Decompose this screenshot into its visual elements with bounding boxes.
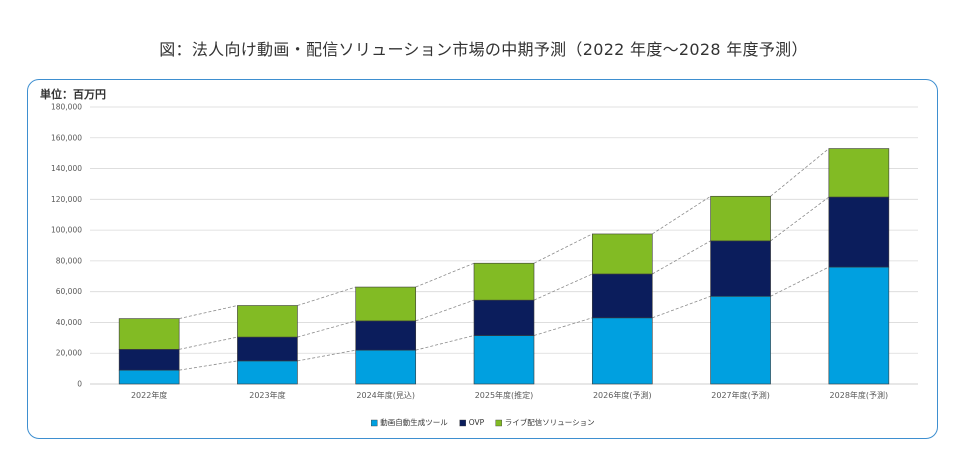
y-tick-label: 180,000	[51, 103, 82, 112]
legend-swatch	[495, 419, 502, 427]
bar-segment	[591, 233, 653, 275]
x-tick-label: 2028年度(予測)	[830, 390, 889, 400]
series-connector-line	[533, 233, 593, 264]
series-connector-line	[415, 335, 475, 351]
y-tick-label: 40,000	[56, 318, 82, 327]
bar-segment	[828, 266, 890, 385]
legend-label: 動画自動生成ツール	[380, 417, 448, 427]
y-tick-label: 60,000	[56, 287, 82, 296]
y-tick-label: 0	[77, 380, 82, 389]
series-connector-line	[415, 299, 475, 322]
series-connector-line	[770, 196, 830, 242]
bar-segment	[828, 148, 890, 198]
bar-segment	[710, 195, 771, 242]
series-connector-line	[533, 273, 593, 301]
bar-segment	[237, 305, 298, 338]
bar-segment	[355, 349, 417, 385]
series-connector-line	[179, 336, 238, 350]
y-tick-label: 140,000	[51, 164, 82, 173]
bar-segment	[355, 320, 417, 351]
series-connector-line	[297, 286, 356, 306]
legend-label: ライブ配信ソリューション	[505, 417, 595, 427]
bar-segment	[591, 317, 653, 385]
x-tick-label: 2025年度(推定)	[475, 390, 534, 400]
series-connector-line	[770, 148, 830, 197]
y-tick-label: 20,000	[56, 349, 82, 358]
series-connector-line	[297, 349, 356, 362]
x-tick-label: 2024年度(見込)	[356, 390, 415, 400]
legend-swatch	[459, 419, 466, 427]
y-tick-label: 120,000	[51, 195, 82, 204]
legend: 動画自動生成ツール OVP ライブ配信ソリューション	[371, 417, 595, 427]
bar-segment	[118, 369, 180, 385]
series-connector-line	[652, 195, 711, 235]
bar-segment	[118, 349, 180, 371]
bar-segment	[237, 360, 298, 385]
y-tick-label: 100,000	[51, 226, 82, 235]
connector-layer	[179, 148, 830, 371]
series-connector-line	[533, 317, 593, 336]
series-connector-line	[652, 295, 711, 319]
bar-segment	[473, 335, 535, 385]
series-connector-line	[297, 320, 356, 338]
bar-segment	[828, 196, 890, 268]
series-connector-line	[415, 262, 475, 288]
y-tick-label: 80,000	[56, 256, 82, 265]
unit-label: 単位：百万円	[40, 88, 106, 101]
bar-segment	[118, 318, 180, 350]
bar-segment	[237, 336, 298, 362]
bar-segment	[355, 286, 417, 322]
axis-layer: 0 20,000 40,000 60,000 80,000 100,000 120,000 1…	[51, 103, 888, 401]
series-connector-line	[770, 266, 830, 297]
bar-layer	[118, 148, 890, 385]
bar-segment	[473, 262, 535, 301]
chart-frame	[27, 79, 938, 439]
page-title: 図：法人向け動画・配信ソリューション市場の中期予測（2022 年度～2028 年…	[159, 40, 808, 59]
legend-swatch	[371, 419, 378, 427]
x-tick-label: 2022年度	[131, 390, 167, 400]
y-tick-label: 160,000	[51, 133, 82, 142]
bar-segment	[591, 273, 653, 319]
series-connector-line	[179, 360, 238, 371]
bar-segment	[710, 295, 771, 385]
legend-label: OVP	[469, 418, 485, 427]
bar-segment	[710, 240, 771, 297]
series-connector-line	[652, 240, 711, 275]
x-tick-label: 2026年度(予測)	[593, 390, 652, 400]
x-tick-label: 2027年度(予測)	[711, 390, 770, 400]
series-connector-line	[179, 305, 238, 319]
x-tick-label: 2023年度	[249, 390, 285, 400]
bar-segment	[473, 299, 535, 336]
